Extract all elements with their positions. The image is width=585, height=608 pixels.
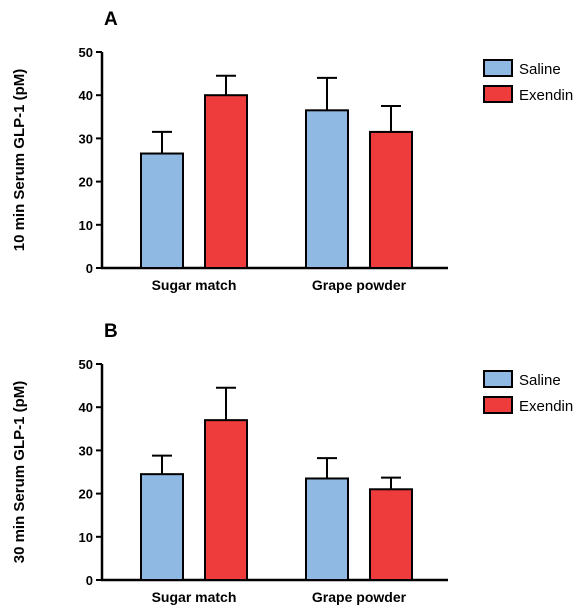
legend-swatch [483,370,513,388]
y-tick-label: 10 [79,218,93,233]
y-tick-label: 0 [86,261,93,276]
legend-label: Saline [519,372,561,389]
x-category-label: Grape powder [312,589,407,605]
y-tick-label: 50 [79,357,93,372]
bar-exendin-grape-powder [369,130,413,269]
y-tick-label: 50 [79,45,93,60]
bar-exendin-grape-powder [369,488,413,581]
bar-exendin-sugar-match [204,419,248,581]
y-tick-label: 10 [79,530,93,545]
legend-swatch [483,396,513,414]
bar-exendin-sugar-match [204,94,248,269]
y-tick-label: 30 [79,443,93,458]
x-category-label: Sugar match [152,277,237,293]
y-tick-label: 40 [79,400,93,415]
legend-label: Exendin [519,87,573,104]
legend-label: Saline [519,61,561,78]
bar-saline-grape-powder [305,109,349,269]
legend-label: Exendin [519,398,573,415]
y-axis-label: 10 min Serum GLP-1 (pM) [11,69,28,252]
bar-saline-grape-powder [305,477,349,582]
panel-label: A [104,9,118,30]
y-axis-label: 30 min Serum GLP-1 (pM) [11,381,28,564]
x-category-label: Sugar match [152,589,237,605]
bar-saline-sugar-match [140,152,184,270]
y-tick-label: 20 [79,487,93,502]
panel-label: B [104,321,118,342]
y-tick-label: 40 [79,88,93,103]
y-tick-label: 20 [79,175,93,190]
bar-saline-sugar-match [140,473,184,581]
legend-swatch [483,59,513,77]
y-tick-label: 30 [79,131,93,146]
chart-panel-b: B 30 min Serum GLP-1 (pM) 0 10 20 30 40 50 Sugar… [11,321,573,605]
y-tick-label: 0 [86,573,93,588]
chart-panel-a: A 10 min Serum GLP-1 (pM) 0 10 20 30 40 50 Sugar… [11,9,573,293]
x-category-label: Grape powder [312,277,407,293]
legend-swatch [483,85,513,103]
